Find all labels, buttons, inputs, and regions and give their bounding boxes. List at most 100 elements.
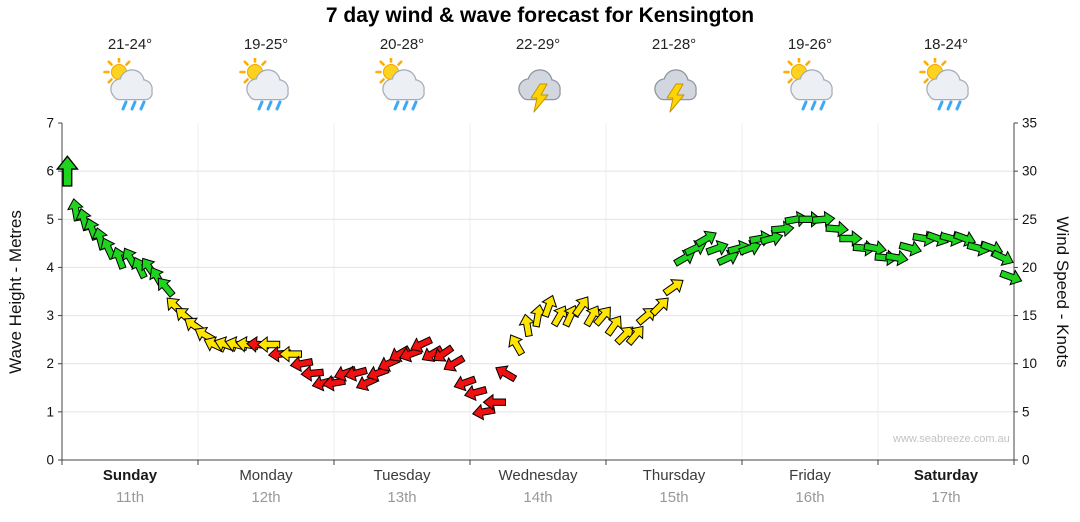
day-date: 17th: [931, 489, 961, 506]
wind-arrow: [131, 256, 148, 280]
wind-arrow: [399, 346, 423, 363]
wind-arrow: [863, 239, 887, 257]
wind-arrow: [267, 345, 292, 363]
wind-arrow: [389, 345, 412, 362]
svg-text:3: 3: [46, 308, 54, 323]
wind-arrow: [925, 230, 949, 247]
wind-arrows: [55, 155, 1023, 421]
wind-arrow: [55, 155, 79, 187]
temp-range-wednesday: 22-29°: [515, 36, 561, 53]
svg-text:2: 2: [46, 356, 54, 371]
day-date: 16th: [795, 489, 825, 506]
wind-arrow: [825, 220, 849, 238]
wind-arrow: [366, 365, 390, 382]
wind-arrow: [952, 230, 977, 247]
day-name: Saturday: [913, 467, 979, 484]
day-name: Wednesday: [498, 467, 578, 484]
wind-arrow: [235, 335, 259, 353]
wind-arrow: [749, 229, 773, 247]
svg-text:35: 35: [1022, 116, 1037, 131]
wind-arrow: [604, 315, 622, 337]
wind-arrow: [91, 227, 109, 251]
day-date: 13th: [387, 489, 417, 506]
svg-text:25: 25: [1022, 212, 1037, 227]
wind-arrow: [471, 403, 496, 421]
thunderstorm-icon: [518, 69, 561, 113]
wind-arrow: [100, 237, 117, 261]
day-date: 12th: [251, 489, 281, 506]
day-date: 11th: [115, 489, 145, 506]
wind-arrow: [771, 220, 795, 238]
day-name: Friday: [789, 467, 831, 484]
wind-arrow: [912, 230, 936, 248]
day-col-monday: Monday 12th: [198, 467, 334, 506]
temp-range-saturday: 18-24°: [923, 36, 969, 53]
temp-range-thursday: 21-28°: [651, 36, 697, 53]
wind-arrow: [991, 249, 1014, 266]
wind-arrow: [662, 279, 684, 297]
weather-icon-saturday: [878, 58, 1014, 116]
wind-arrow: [141, 257, 159, 279]
svg-text:5: 5: [46, 212, 54, 227]
day-name: Monday: [239, 467, 293, 484]
wind-arrow: [562, 304, 579, 328]
day-date: 15th: [659, 489, 689, 506]
day-col-sunday: Sunday 11th: [62, 467, 198, 506]
temp-range-tuesday: 20-28°: [379, 36, 425, 53]
wind-arrow: [541, 294, 558, 318]
wind-arrow: [898, 240, 923, 257]
wind-arrow: [593, 306, 611, 327]
svg-text:30: 30: [1022, 164, 1037, 179]
wind-arrow: [256, 335, 281, 354]
svg-text:6: 6: [46, 164, 54, 179]
wind-arrow: [83, 217, 100, 241]
svg-text:1: 1: [46, 404, 54, 419]
wind-arrow: [110, 246, 127, 270]
svg-text:15: 15: [1022, 308, 1037, 323]
wind-arrow: [705, 239, 729, 256]
wind-arrow: [673, 249, 696, 267]
gridlines: [62, 123, 1014, 460]
wind-arrow: [122, 247, 139, 270]
wind-arrow: [759, 230, 784, 247]
temp-range-friday: 19-26°: [787, 36, 833, 53]
wind-arrow: [508, 334, 526, 357]
watermark: www.seabreeze.com.au: [893, 433, 1010, 445]
wind-arrow: [453, 375, 477, 392]
wind-arrow: [410, 336, 433, 353]
left-axis-title: Wave Height - Metres: [6, 210, 25, 374]
sun-showers-icon: [783, 58, 833, 111]
wind-arrow: [811, 210, 836, 228]
wind-arrow: [322, 374, 346, 392]
wind-arrow: [311, 375, 336, 392]
svg-text:4: 4: [46, 260, 54, 275]
sun-showers-icon: [375, 58, 425, 111]
wind-arrow: [224, 336, 249, 353]
temperature-row: 21-24° 19-25° 20-28° 22-29° 21-28° 19-26…: [62, 36, 1014, 53]
wind-arrow: [939, 230, 963, 247]
axes: 0 1 2 3 4 5 6 7 0 5 10 15 20 25 30 35: [46, 116, 1037, 468]
wind-arrow: [344, 365, 368, 382]
svg-text:7: 7: [46, 116, 54, 131]
wind-arrow: [839, 229, 863, 248]
wind-arrow: [694, 230, 717, 248]
wind-arrow: [300, 364, 324, 382]
weather-icon-wednesday: [470, 58, 606, 116]
wind-arrow: [999, 269, 1023, 286]
wind-arrow: [443, 354, 466, 372]
day-col-tuesday: Tuesday 13th: [334, 467, 470, 506]
wind-arrow: [852, 239, 877, 257]
wind-arrow: [966, 240, 991, 257]
wind-arrow: [625, 325, 644, 346]
weather-icon-thursday: [606, 58, 742, 116]
weather-icon-tuesday: [334, 58, 470, 116]
day-name: Thursday: [642, 467, 706, 484]
weather-icon-sunday: [62, 58, 198, 116]
right-axis-title: Wind Speed - Knots: [1053, 216, 1072, 368]
wind-arrow: [184, 317, 206, 335]
wind-arrow: [885, 249, 909, 267]
day-labels-row: Sunday 11th Monday 12th Tuesday 13th Wed…: [62, 467, 1014, 506]
wind-arrow: [529, 303, 547, 328]
wind-arrow: [166, 297, 186, 317]
wind-arrow: [738, 239, 762, 256]
